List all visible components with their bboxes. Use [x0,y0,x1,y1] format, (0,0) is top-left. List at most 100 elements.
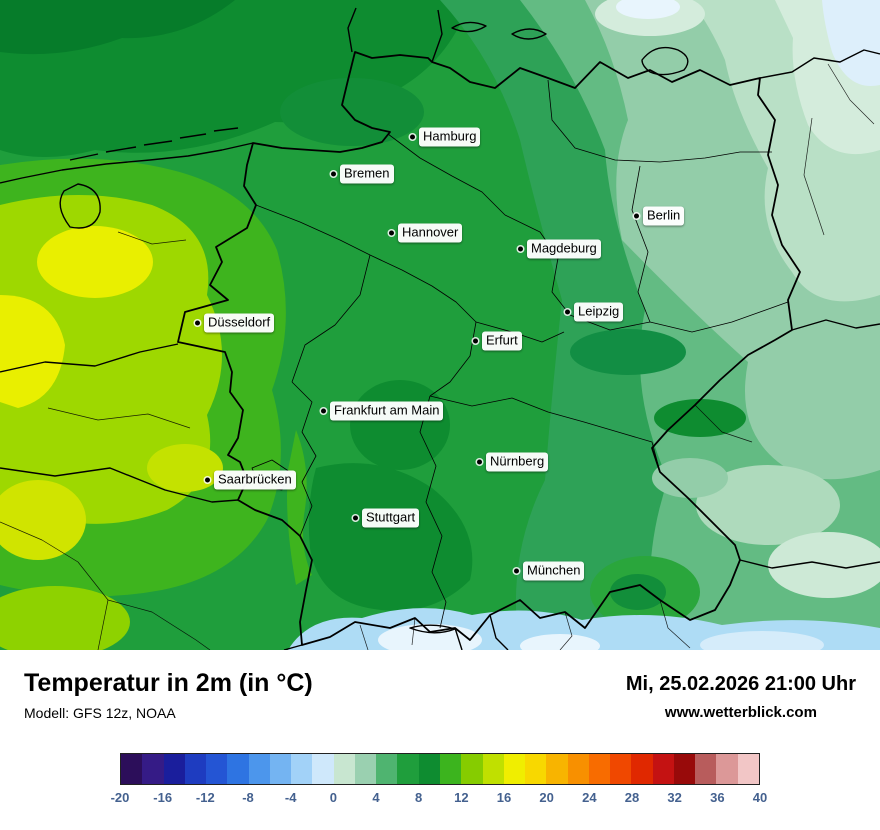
city-marker-bremen: Bremen [331,164,394,184]
city-dot-icon [353,515,358,521]
city-dot-icon [205,477,210,483]
colorbar-tick--4: -4 [284,790,297,805]
city-dot-icon [389,230,394,236]
colorbar-tick-24: 24 [582,790,597,805]
city-marker-hannover: Hannover [389,223,463,243]
city-label: Berlin [643,206,685,226]
city-dot-icon [565,309,570,315]
colorbar-segment-24 [631,754,653,784]
city-marker-leipzig: Leipzig [565,302,624,322]
info-panel: Temperatur in 2m (in °C) Modell: GFS 12z… [0,650,880,830]
info-left: Temperatur in 2m (in °C) Modell: GFS 12z… [24,668,313,721]
colorbar-segment-22 [588,754,611,784]
colorbar-segment-9 [312,754,334,784]
model-info: Modell: GFS 12z, NOAA [24,705,176,721]
colorbar-segment-6 [248,754,270,784]
colorbar-segment-2 [163,754,185,784]
city-label: Magdeburg [527,239,601,259]
city-label: Frankfurt am Main [330,401,444,421]
city-dot-icon [634,213,639,219]
city-marker-erfurt: Erfurt [473,331,522,351]
colorbar-segment-15 [439,754,462,784]
city-label: Nürnberg [486,452,549,472]
colorbar-segment-28 [716,754,738,784]
colorbar-tick-32: 32 [667,790,682,805]
map-title: Temperatur in 2m (in °C) [24,669,313,697]
colorbar-tick--12: -12 [195,790,215,805]
city-marker-berlin: Berlin [634,206,685,226]
colorbar-tick-28: 28 [624,790,640,805]
colorbar-segment-19 [525,754,547,784]
city-marker-d-sseldorf: Düsseldorf [195,313,275,333]
info-row: Temperatur in 2m (in °C) Modell: GFS 12z… [24,668,856,721]
colorbar-segments [120,753,760,785]
temperature-colorbar: -20 -16 -12 -8 -4 0 4 8 12 16 20 24 28 32 36 40 [111,753,768,810]
city-dot-icon [331,171,336,177]
germany-border [177,51,801,646]
colorbar-segment-0 [121,754,143,784]
colorbar-segment-26 [673,754,696,784]
colorbar-segment-17 [482,754,504,784]
colorbar-tick--8: -8 [242,790,254,805]
city-label: Leipzig [574,302,624,322]
city-dot-icon [195,320,200,326]
foreign-region-borders [0,63,875,650]
city-label: Hannover [398,223,463,243]
city-dot-icon [321,408,326,414]
colorbar-tick-20: 20 [539,790,554,805]
colorbar-tick-8: 8 [415,790,423,805]
colorbar-segment-7 [269,754,292,784]
city-label: Stuttgart [362,508,420,528]
city-label: Saarbrücken [214,470,296,490]
colorbar-segment-23 [610,754,632,784]
city-marker-hamburg: Hamburg [410,127,481,147]
colorbar-tick-12: 12 [454,790,469,805]
colorbar-segment-29 [737,754,759,784]
city-marker-stuttgart: Stuttgart [353,508,420,528]
city-marker-m-nchen: München [514,561,585,581]
website-link[interactable]: www.wetterblick.com [664,704,817,721]
city-dot-icon [410,134,415,140]
colorbar-segment-4 [206,754,228,784]
colorbar-segment-12 [376,754,398,784]
colorbar-segment-5 [227,754,249,784]
city-dot-icon [477,459,482,465]
colorbar-segment-16 [461,754,483,784]
city-layer: Hamburg Bremen Hannover Berlin Magdeburg Leip… [195,127,685,581]
colorbar-segment-27 [695,754,717,784]
colorbar-segment-20 [546,754,568,784]
colorbar-ticks: -20 -16 -12 -8 -4 0 4 8 12 16 20 24 28 32 36 40 [111,790,768,810]
city-marker-magdeburg: Magdeburg [518,239,601,259]
colorbar-tick-0: 0 [329,790,337,805]
colorbar-segment-25 [652,754,674,784]
colorbar-segment-13 [397,754,419,784]
colorbar-segment-10 [333,754,355,784]
colorbar-tick-4: 4 [372,790,380,805]
colorbar-tick--20: -20 [110,790,130,805]
city-label: Düsseldorf [204,313,275,333]
colorbar-tick-36: 36 [710,790,725,805]
colorbar-segment-11 [354,754,377,784]
colorbar-segment-8 [291,754,313,784]
city-dot-icon [518,246,523,252]
forecast-datetime: Mi, 25.02.2026 21:00 Uhr [625,673,856,695]
colorbar-segment-1 [142,754,164,784]
city-label: Bremen [340,164,394,184]
colorbar-segment-18 [503,754,526,784]
city-label: München [523,561,585,581]
map-area: Hamburg Bremen Hannover Berlin Magdeburg Leip… [0,0,880,650]
temperature-field [0,0,880,650]
city-label: Hamburg [419,127,481,147]
city-marker-saarbr-cken: Saarbrücken [205,470,296,490]
temperature-map [0,0,880,650]
city-marker-n-rnberg: Nürnberg [477,452,549,472]
colorbar-tick-40: 40 [752,790,768,805]
colorbar-tick-16: 16 [496,790,512,805]
city-marker-frankfurt-am-main: Frankfurt am Main [321,401,444,421]
city-dot-icon [514,568,519,574]
city-dot-icon [473,338,478,344]
colorbar-segment-3 [184,754,207,784]
colorbar-segment-14 [418,754,440,784]
city-label: Erfurt [482,331,522,351]
